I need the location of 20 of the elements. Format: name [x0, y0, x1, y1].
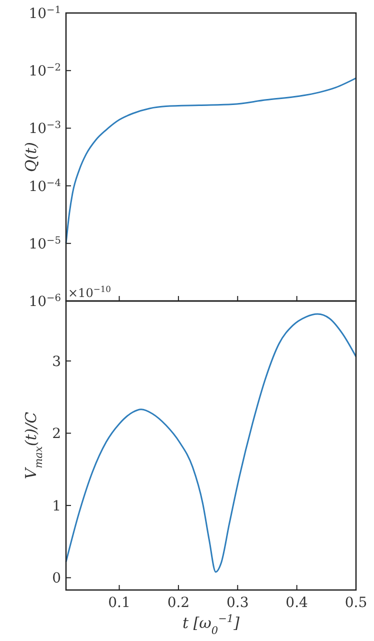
- x-tick-label: 0.4: [286, 595, 308, 611]
- x-tick-label: 0.3: [226, 595, 249, 611]
- y-tick-label: 10$^{−6}$: [28, 292, 61, 310]
- y-tick-label: 10$^{−5}$: [28, 234, 61, 252]
- y-axis-title: Q(t): [22, 142, 40, 172]
- annotation: ×10$^{−10}$: [68, 284, 112, 300]
- y-tick-label: 10$^{−4}$: [28, 177, 61, 195]
- y-tick-label: 0: [52, 570, 61, 587]
- x-tick-label: 0.5: [344, 595, 368, 611]
- y-tick-label: 2: [52, 426, 61, 442]
- y-tick-label: 10$^{−3}$: [28, 120, 61, 138]
- y-tick-label: 10$^{−1}$: [28, 4, 61, 22]
- x-axis-title: t [ω$_{0}$$^{−1}$]: [182, 613, 240, 637]
- y-tick-label: 10$^{−2}$: [28, 62, 61, 80]
- line-series: [65, 77, 357, 244]
- y-tick-label: 3: [52, 354, 61, 370]
- y-tick-label: 1: [52, 498, 61, 514]
- line-series: [65, 313, 357, 573]
- x-tick-label: 0.2: [167, 595, 190, 611]
- x-tick-label: 0.1: [108, 595, 130, 611]
